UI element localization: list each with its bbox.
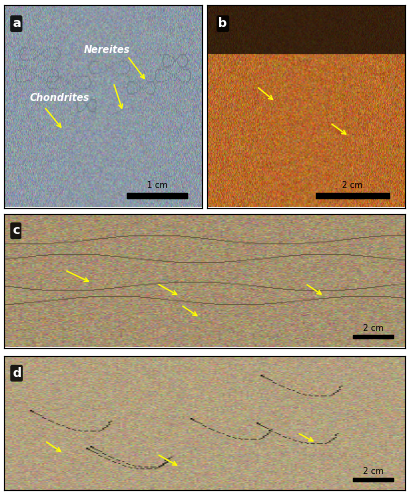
Text: b: b (218, 17, 227, 30)
Text: c: c (12, 224, 20, 237)
Text: Nereites: Nereites (84, 44, 130, 54)
Text: 2 cm: 2 cm (362, 324, 383, 334)
Text: 2 cm: 2 cm (342, 182, 363, 190)
Text: a: a (12, 17, 20, 30)
Text: 1 cm: 1 cm (146, 182, 167, 190)
Text: d: d (12, 366, 21, 380)
Text: Chondrites: Chondrites (30, 93, 90, 103)
Text: 2 cm: 2 cm (362, 467, 383, 476)
